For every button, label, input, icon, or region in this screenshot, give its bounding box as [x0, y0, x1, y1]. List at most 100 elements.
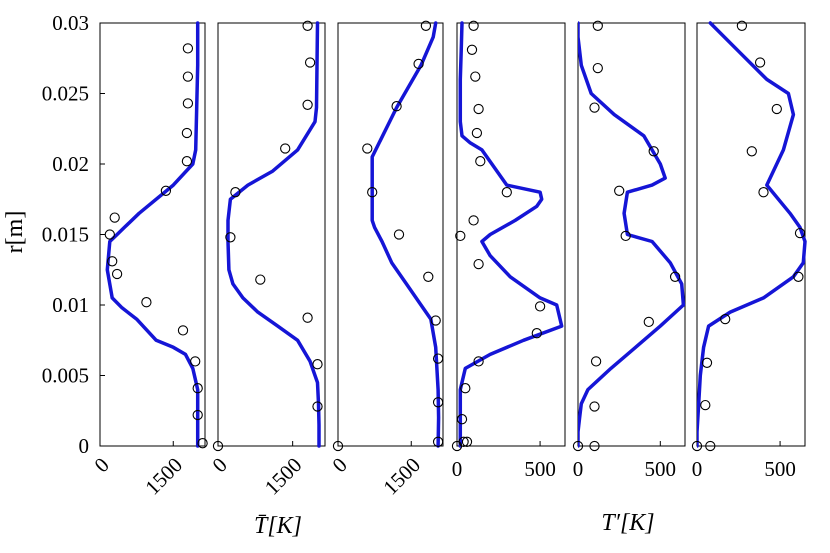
experiment-point [460, 383, 471, 394]
experiment-point [181, 127, 193, 139]
experiment-point [111, 268, 123, 280]
experiment-point [720, 313, 731, 325]
experiment-point [758, 187, 769, 198]
experiment-point [700, 399, 711, 411]
experiment-point [620, 230, 631, 242]
experiment-point [182, 98, 194, 109]
experiment-point [794, 227, 806, 239]
experiment-point [669, 271, 681, 282]
experiment-point [312, 359, 323, 370]
panel-4: 0 500 [451, 20, 566, 481]
experiment-point [362, 143, 373, 154]
panel-frame [696, 22, 806, 447]
experiment-point [107, 256, 118, 267]
experiment-point [470, 71, 481, 82]
y-tick-label: 0.01 [52, 293, 89, 317]
x-tick-label: 1500 [260, 453, 307, 500]
experiment-point [302, 20, 313, 31]
panel-1: 0 1500 [89, 21, 208, 500]
experiment-point [413, 58, 424, 70]
experiment-point [225, 232, 236, 243]
y-tick-label: 0.02 [52, 152, 89, 176]
panel-6: 0 500 [691, 20, 807, 481]
experiment-point [160, 185, 172, 196]
experiment-point [473, 103, 484, 115]
experiment-point [471, 127, 483, 139]
panel-frame [456, 22, 566, 447]
panel-frame [577, 22, 686, 447]
experiment-point [304, 57, 316, 68]
x-tick-label: 0 [452, 457, 463, 481]
experiment-point [793, 271, 804, 282]
experiment-point [312, 401, 323, 412]
experiment-point [430, 315, 441, 326]
y-axis: 0 0.005 0.01 0.015 0.02 0.025 0.03 [42, 11, 105, 458]
panel-3: 0 1500 [327, 20, 444, 500]
simulation-line [226, 21, 321, 448]
group-label-mean: T̄[K] [254, 513, 302, 539]
experiment-point [534, 301, 546, 312]
group-label-fluct: T′[K] [601, 510, 654, 536]
experiment-point [182, 71, 194, 82]
x-tick-label: 0 [207, 453, 231, 477]
experiment-point [468, 20, 479, 31]
experiment-point [141, 297, 152, 308]
y-axis-label: r[m] [2, 211, 28, 254]
experiment-point [473, 356, 484, 367]
panel-frame [337, 22, 444, 447]
y-tick-label: 0 [79, 434, 90, 458]
experiment-point [589, 401, 600, 412]
y-tick-label: 0.03 [52, 11, 89, 35]
panel-frame [217, 22, 326, 447]
experiment-point [466, 44, 478, 55]
experiment-point [473, 258, 484, 270]
experiment-point [451, 440, 463, 452]
experiment-point [177, 325, 189, 336]
experiment-point [456, 414, 468, 425]
experiment-point [109, 212, 120, 223]
experiment-point [367, 187, 378, 198]
x-tick-label: 1500 [378, 453, 425, 500]
simulation-line [697, 21, 807, 448]
experiment-point [572, 440, 584, 452]
x-tick-label: 0 [327, 453, 351, 477]
panel-2: 0 1500 [207, 20, 326, 500]
panel-5: 0 500 [572, 20, 686, 481]
experiment-point [771, 103, 782, 115]
simulation-line [105, 21, 200, 448]
x-tick-label: 0 [89, 453, 113, 477]
experiment-point [192, 409, 203, 421]
experiment-point [754, 57, 766, 68]
experiment-point [420, 20, 432, 31]
simulation-line [370, 21, 441, 448]
experiment-point [589, 102, 600, 113]
panels-group: 0 1500 0 1500 0 1500 0 500 0 500 0 500 [89, 20, 807, 500]
simulation-line [458, 21, 564, 448]
experiment-point [691, 440, 703, 452]
experiment-point [192, 383, 203, 394]
y-tick-label: 0.005 [42, 364, 89, 388]
experiment-point [393, 229, 405, 240]
experiment-point [592, 62, 603, 74]
x-tick-label: 0 [573, 457, 584, 481]
x-tick-label: 1500 [140, 453, 187, 500]
simulation-line [578, 21, 686, 448]
experiment-point [589, 440, 600, 452]
experiment-point [643, 316, 654, 328]
experiment-point [190, 356, 201, 367]
experiment-point [736, 20, 748, 31]
experiment-point [648, 146, 659, 157]
experiment-point [432, 397, 444, 408]
experiment-point [432, 353, 444, 364]
experiment-point [391, 101, 402, 112]
experiment-point [104, 229, 115, 240]
x-tick-label: 0 [692, 457, 703, 481]
experiment-point [614, 185, 625, 196]
experiment-point [197, 438, 208, 449]
experiment-point [746, 146, 757, 157]
experiment-point [475, 156, 486, 167]
experiment-point [212, 440, 224, 452]
experiment-point [332, 440, 344, 452]
experiment-point [302, 312, 313, 323]
